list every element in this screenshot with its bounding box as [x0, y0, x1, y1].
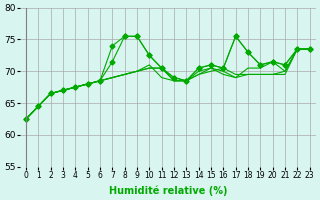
X-axis label: Humidité relative (%): Humidité relative (%) [108, 185, 227, 196]
